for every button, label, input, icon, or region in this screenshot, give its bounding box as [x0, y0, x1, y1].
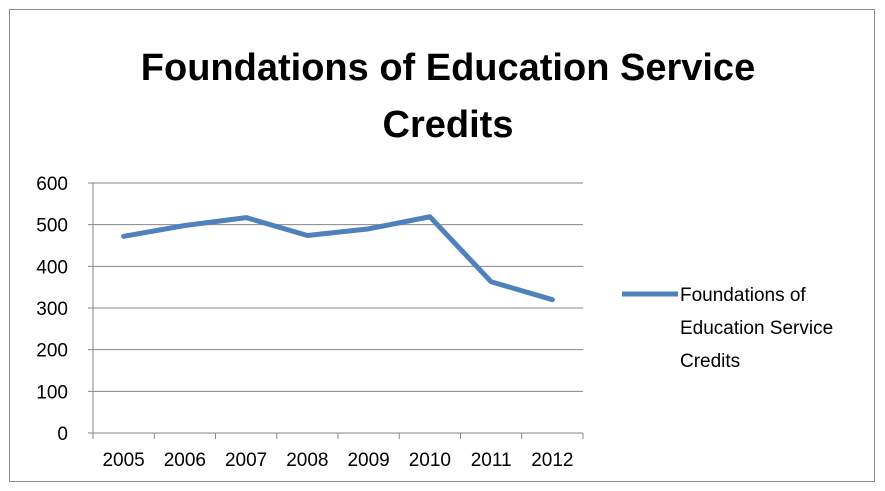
- x-tick-label-2011: 2011: [471, 450, 512, 471]
- chart-frame: [9, 9, 875, 482]
- y-tick-label-0: 0: [57, 424, 68, 445]
- series-line-0: [121, 214, 555, 303]
- x-tick-label-2010: 2010: [409, 450, 451, 471]
- gridlines: [93, 182, 583, 392]
- legend-label-line-2: Education Service: [680, 318, 833, 339]
- legend: Foundations of Education Service Credits: [622, 285, 833, 372]
- series: [121, 214, 555, 303]
- y-tick-label-100: 100: [36, 382, 68, 403]
- y-tick-label-200: 200: [36, 341, 68, 362]
- legend-label-line-1: Foundations of: [680, 285, 806, 306]
- x-tick-label-2008: 2008: [286, 450, 328, 471]
- x-tick-label-2012: 2012: [531, 450, 573, 471]
- y-tick-label-500: 500: [36, 216, 68, 237]
- y-tick-label-300: 300: [36, 299, 68, 320]
- x-tick-label-2009: 2009: [347, 450, 389, 471]
- x-axis-tick-labels: 2005 2006 2007 2008 2009 2010 2011 2012: [102, 450, 573, 471]
- x-tick-label-2005: 2005: [102, 450, 144, 471]
- x-tick-label-2006: 2006: [164, 450, 206, 471]
- y-tick-label-400: 400: [36, 257, 68, 278]
- legend-label-line-3: Credits: [680, 351, 740, 372]
- chart-title-line-2: Credits: [383, 104, 514, 146]
- axes: [88, 182, 584, 439]
- y-tick-label-600: 600: [36, 174, 68, 195]
- x-tick-label-2007: 2007: [225, 450, 267, 471]
- y-axis-tick-labels: 0 100 200 300 400 500 600: [36, 174, 68, 445]
- chart-title-line-1: Foundations of Education Service: [141, 47, 755, 89]
